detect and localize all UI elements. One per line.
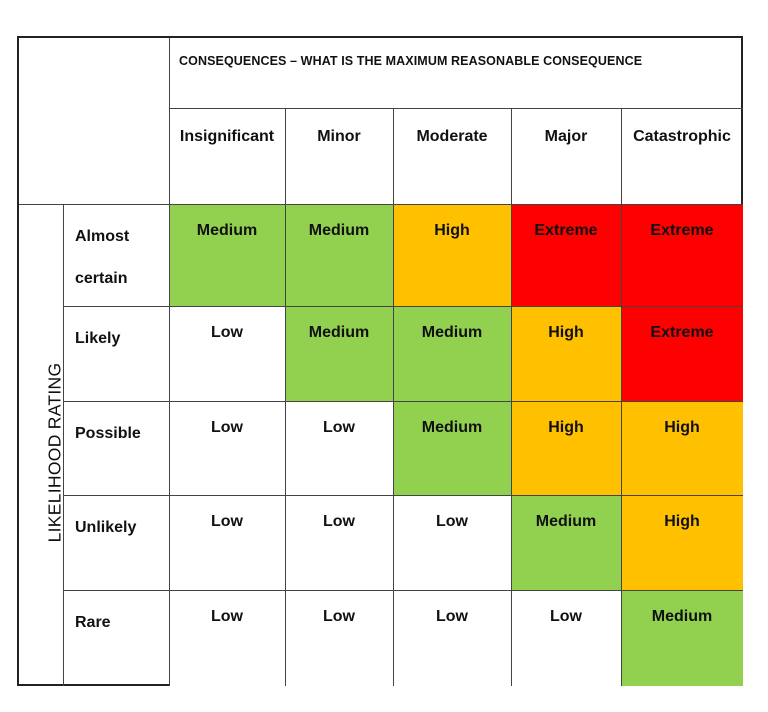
risk-cell-high: High: [511, 401, 621, 495]
risk-cell-medium: Medium: [285, 306, 393, 401]
risk-cell-medium: Medium: [169, 204, 285, 306]
risk-cell-medium: Medium: [621, 590, 743, 686]
risk-cell-medium: Medium: [393, 401, 511, 495]
row-divider-line: [63, 495, 743, 496]
risk-cell-medium: Medium: [285, 204, 393, 306]
column-header-moderate: Moderate: [416, 128, 488, 145]
risk-cell-low: Low: [285, 401, 393, 495]
row-header-possible: Possible: [75, 425, 141, 442]
risk-cell-low: Low: [285, 590, 393, 686]
risk-cell-high: High: [393, 204, 511, 306]
risk-cell-low: Low: [169, 590, 285, 686]
column-divider-line: [285, 108, 286, 686]
consequences-title: CONSEQUENCES – WHAT IS THE MAXIMUM REASO…: [179, 54, 643, 68]
risk-cell-low: Low: [285, 495, 393, 590]
row-header-line-2: certain: [75, 270, 128, 287]
risk-cell-low: Low: [169, 306, 285, 401]
column-divider-line: [169, 38, 170, 686]
risk-cell-low: Low: [169, 495, 285, 590]
risk-cell-medium: Medium: [393, 306, 511, 401]
risk-cell-extreme: Extreme: [621, 306, 743, 401]
risk-cell-extreme: Extreme: [511, 204, 621, 306]
risk-cell-extreme: Extreme: [621, 204, 743, 306]
risk-cell-low: Low: [169, 401, 285, 495]
risk-cell-high: High: [511, 306, 621, 401]
row-header-rare: Rare: [75, 614, 111, 631]
risk-cell-low: Low: [393, 495, 511, 590]
column-header-minor: Minor: [317, 128, 361, 145]
row-header-almost-certain: Almost certain: [75, 216, 169, 300]
row-header-line-1: Almost: [75, 228, 130, 245]
row-divider-line: [63, 306, 743, 307]
column-header-catastrophic: Catastrophic: [633, 128, 731, 145]
column-header-major: Major: [544, 128, 588, 145]
column-divider-line: [621, 108, 622, 686]
risk-cell-high: High: [621, 401, 743, 495]
header-bottom-line: [19, 204, 743, 205]
row-header-likely: Likely: [75, 330, 121, 347]
column-divider-line: [511, 108, 512, 686]
risk-cell-low: Low: [511, 590, 621, 686]
risk-cell-high: High: [621, 495, 743, 590]
row-divider-line: [63, 590, 743, 591]
side-label-divider-line: [63, 204, 64, 686]
column-divider-line: [393, 108, 394, 686]
risk-matrix-table: CONSEQUENCES – WHAT IS THE MAXIMUM REASO…: [17, 36, 743, 686]
row-divider-line: [63, 401, 743, 402]
row-header-unlikely: Unlikely: [75, 519, 137, 536]
risk-cell-low: Low: [393, 590, 511, 686]
header-divider-line: [169, 108, 743, 109]
risk-cell-medium: Medium: [511, 495, 621, 590]
column-header-insignificant: Insignificant: [179, 128, 275, 145]
